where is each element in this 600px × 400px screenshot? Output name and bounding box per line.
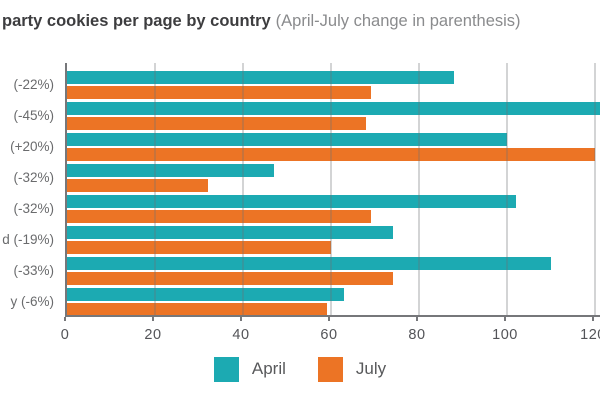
gridline [242, 63, 244, 316]
legend-swatch-july [317, 356, 343, 382]
category-label: (-32%) [13, 170, 54, 185]
x-tick-label: 60 [320, 327, 338, 343]
gridline [154, 63, 156, 316]
bar-april [67, 164, 274, 177]
x-tick-mark [328, 317, 330, 321]
x-tick-mark [64, 317, 66, 321]
plot-area [65, 63, 600, 316]
bar-april [67, 102, 600, 115]
category-label: (-32%) [13, 201, 54, 216]
bar-july [67, 117, 367, 130]
category-label: (+20%) [10, 139, 54, 154]
x-tick-mark [504, 317, 506, 321]
category-label: d (-19%) [2, 232, 54, 247]
bar-july [67, 272, 393, 285]
legend-label-july: July [355, 359, 387, 378]
legend: April July [0, 354, 600, 384]
legend-item-july: July [317, 356, 387, 382]
x-tick-mark [240, 317, 242, 321]
chart-title-subtitle: (April-July change in parenthesis) [275, 12, 521, 30]
category-axis: (-22%) (-45%) (+20%) (-32%) (-32%) d (-19%) (-… [0, 0, 58, 330]
x-tick-mark [152, 317, 154, 321]
x-tick-mark [592, 317, 594, 321]
bar-april [67, 133, 507, 146]
bar-april [67, 288, 345, 301]
x-tick-label: 100 [492, 327, 518, 343]
legend-swatch-april [213, 356, 239, 382]
category-label: (-33%) [13, 263, 54, 278]
bar-july [67, 148, 595, 161]
gridline [330, 63, 332, 316]
category-label: (-45%) [13, 108, 54, 123]
bar-april [67, 195, 516, 208]
category-label: (-22%) [13, 77, 54, 92]
bar-july [67, 241, 331, 254]
x-axis-line [65, 315, 600, 317]
bar-april [67, 226, 393, 239]
x-tick-label: 0 [60, 327, 70, 343]
legend-label-april: April [251, 359, 286, 378]
gridline [418, 63, 420, 316]
gridline [506, 63, 508, 316]
category-label: y (-6%) [10, 294, 55, 309]
x-tick-label: 20 [144, 327, 162, 343]
x-tick-mark [416, 317, 418, 321]
gridline [594, 63, 596, 316]
bar-july [67, 210, 371, 223]
bar-july [67, 303, 327, 316]
bar-april [67, 257, 551, 270]
bar-july [67, 179, 208, 192]
x-tick-label: 80 [408, 327, 426, 343]
chart-title: party cookies per page by country (April-… [2, 12, 521, 31]
legend-item-april: April [213, 356, 286, 382]
bar-july [67, 86, 371, 99]
bar-april [67, 71, 455, 84]
x-tick-label: 120 [580, 327, 600, 343]
x-tick-label: 40 [232, 327, 250, 343]
chart-title-main: party cookies per page by country [2, 12, 271, 30]
